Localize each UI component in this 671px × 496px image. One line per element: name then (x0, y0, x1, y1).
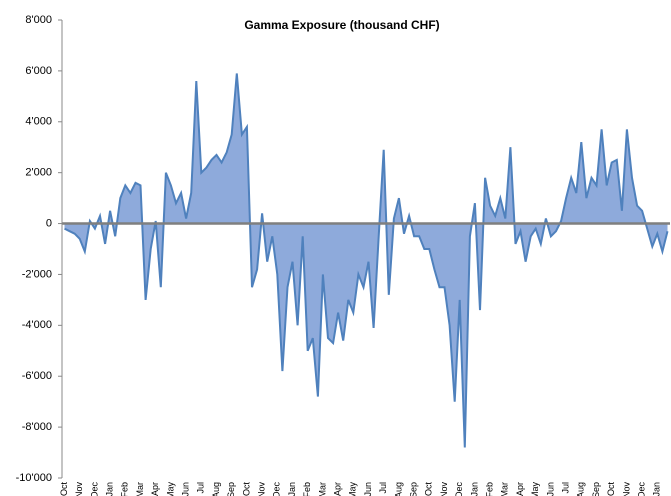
x-tick-label: Jun (180, 482, 190, 496)
x-tick-label: May (530, 482, 540, 496)
x-tick-label: Apr (150, 482, 160, 496)
x-tick-label: Nov (256, 482, 266, 496)
y-tick-label: -10'000 (16, 472, 52, 484)
x-tick-label: Sep (591, 482, 601, 496)
y-tick-label: 4'000 (25, 116, 52, 128)
x-tick-label: Oct (606, 482, 616, 496)
x-tick-label: Aug (211, 482, 221, 496)
x-tick-label: May (165, 482, 175, 496)
y-tick-label: 0 (46, 217, 52, 229)
x-tick-label: Jul (560, 482, 570, 494)
x-tick-label: Feb (120, 482, 130, 496)
area (64, 73, 668, 448)
y-tick-label: -8'000 (22, 421, 52, 433)
x-tick-label: Jan (469, 482, 479, 496)
x-tick-label: Oct (59, 482, 69, 496)
x-tick-label: Dec (272, 482, 282, 496)
y-tick-label: 8'000 (25, 14, 52, 26)
x-tick-label: Jul (196, 482, 206, 494)
x-tick-label: Apr (515, 482, 525, 496)
chart-title: Gamma Exposure (thousand CHF) (244, 18, 439, 32)
x-tick-label: Jun (545, 482, 555, 496)
x-tick-label: Jan (287, 482, 297, 496)
x-tick-label: Feb (484, 482, 494, 496)
x-tick-label: Sep (408, 482, 418, 496)
x-tick-label: Nov (621, 482, 631, 496)
line (64, 73, 669, 448)
y-tick-label: -4'000 (22, 319, 52, 331)
x-tick-label: Sep (226, 482, 236, 496)
x-tick-label: Mar (500, 482, 510, 496)
x-tick-label: Nov (439, 482, 449, 496)
x-tick-label: Dec (89, 482, 99, 496)
x-tick-label: Oct (424, 482, 434, 496)
x-tick-label: Jul (378, 482, 388, 494)
x-tick-label: Mar (317, 482, 327, 496)
y-tick-label: 6'000 (25, 65, 52, 77)
x-tick-label: Oct (241, 482, 251, 496)
y-tick-label: 2'000 (25, 167, 52, 179)
x-tick-label: Jan (652, 482, 662, 496)
x-tick-label: Dec (454, 482, 464, 496)
y-tick-label: -6'000 (22, 370, 52, 382)
x-tick-label: Mar (135, 482, 145, 496)
x-tick-label: Feb (302, 482, 312, 496)
x-tick-label: Aug (393, 482, 403, 496)
y-tick-label: -2'000 (22, 268, 52, 280)
x-tick-label: May (348, 482, 358, 496)
x-tick-label: Aug (576, 482, 586, 496)
x-tick-label: Jun (363, 482, 373, 496)
x-tick-label: Dec (636, 482, 646, 496)
x-tick-label: Jan (104, 482, 114, 496)
x-tick-label: Nov (74, 482, 84, 496)
x-tick-label: Apr (332, 482, 342, 496)
